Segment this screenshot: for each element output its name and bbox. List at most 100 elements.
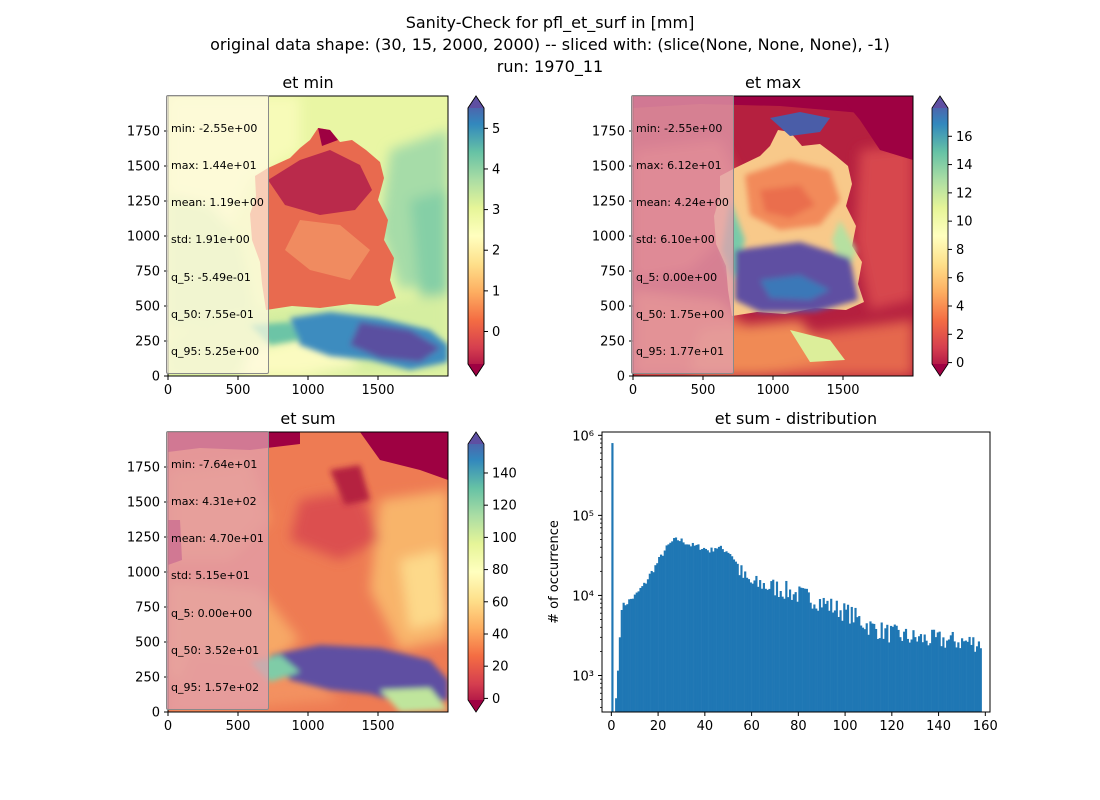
panel-title: et sum [280, 409, 335, 428]
histogram-bar [659, 554, 663, 712]
histogram-bar [678, 541, 681, 712]
histogram-bar [796, 601, 799, 712]
histogram-bar [764, 588, 767, 712]
histogram-bar [624, 605, 627, 712]
stat-line: mean: 4.70e+01 [171, 532, 264, 546]
histogram-bar [753, 580, 756, 712]
histogram-bar [779, 590, 782, 712]
stat-line: q_50: 1.75e+00 [636, 307, 725, 321]
histogram-bar [699, 549, 702, 712]
stat-line: std: 1.91e+00 [171, 233, 250, 247]
x-tick-label: 500 [691, 383, 716, 398]
stat-line: q_95: 1.77e+01 [636, 345, 725, 359]
stats-box-et-min: min: -2.55e+00 max: 1.44e+01 mean: 1.19e… [166, 95, 269, 374]
histogram-bar [880, 622, 883, 712]
histogram-bar [643, 582, 646, 712]
histogram-bar [772, 579, 775, 712]
figure-subtitle: original data shape: (30, 15, 2000, 2000… [210, 35, 890, 54]
histogram-bar [648, 573, 651, 712]
histogram-bar [979, 648, 982, 712]
histogram-bar [747, 579, 751, 712]
histogram-bar [630, 598, 633, 712]
x-axis: 0 500 1000 1500 [164, 376, 395, 398]
histogram-bars [611, 443, 982, 712]
histogram-bar [863, 629, 866, 712]
stat-line: q_95: 5.25e+00 [171, 345, 260, 359]
histogram-bar [811, 608, 814, 712]
histogram-bar [682, 542, 685, 712]
histogram-bar [809, 602, 812, 712]
histogram-bar [803, 588, 807, 712]
y-tick-label: 0 [152, 370, 160, 385]
histogram-bar [951, 631, 954, 712]
histogram-bar [970, 644, 973, 712]
histogram-bar [858, 616, 861, 712]
histogram-bar [697, 544, 700, 712]
histogram-bar [869, 621, 872, 712]
histogram-bar [884, 628, 887, 712]
histogram-bar [760, 588, 764, 712]
histogram-bar [860, 625, 863, 712]
histogram-bar [616, 670, 620, 712]
histogram-bar [947, 639, 951, 712]
histogram-bar [865, 623, 868, 712]
histogram-bar [897, 629, 900, 712]
y-tick-label: 1750 [127, 461, 160, 476]
histogram-bar [882, 638, 885, 712]
histogram-bar [889, 625, 893, 712]
histogram-bar [946, 640, 949, 712]
histogram-bar [876, 639, 880, 712]
histogram-bar [914, 637, 917, 712]
colorbar-tick-label: 6 [956, 271, 964, 286]
histogram-bar [669, 542, 672, 712]
colorbar-tick-label: 140 [492, 466, 517, 481]
x-tick-label: 1500 [361, 719, 394, 734]
histogram-bar [628, 599, 631, 712]
histogram-bar [757, 586, 760, 712]
histogram-bar [975, 646, 979, 712]
histogram-bar [873, 623, 876, 712]
colorbar-tick-label: 120 [492, 499, 517, 514]
histogram-bar [955, 647, 958, 712]
histogram-bar [684, 544, 687, 712]
histogram-bar [775, 581, 779, 712]
histogram-bar [927, 645, 930, 712]
histogram-bar [815, 608, 818, 712]
histogram-bar [906, 638, 909, 712]
histogram-bar [704, 548, 708, 712]
colorbar-tick-label: 40 [492, 627, 509, 642]
histogram-bar [729, 554, 732, 712]
stats-box-et-sum: min: -7.64e+01 max: 4.31e+02 mean: 4.70e… [166, 431, 269, 710]
histogram-bar [912, 630, 915, 712]
histogram-bar [674, 537, 678, 712]
x-tick-label: 20 [650, 719, 667, 734]
y-tick-label: 1000 [127, 566, 160, 581]
histogram-bar [688, 544, 691, 712]
histogram-bar [878, 638, 881, 712]
y-axis: 0 250 500 750 1000 1250 1500 1750 [127, 461, 168, 721]
histogram-bar [903, 631, 906, 712]
histogram-bar [745, 577, 749, 712]
stat-line: max: 4.31e+02 [171, 495, 257, 509]
histogram-bar [631, 598, 635, 712]
histogram-bar [854, 607, 857, 712]
stat-line: min: -2.55e+00 [171, 121, 258, 135]
histogram-bar [972, 637, 975, 712]
histogram-bar [650, 570, 653, 712]
histogram-bar [656, 563, 659, 712]
stat-line: min: -7.64e+01 [171, 457, 258, 471]
histogram-bar [802, 588, 805, 712]
histogram-bar [843, 603, 846, 712]
colorbar-tick-label: 16 [956, 130, 973, 145]
histogram-bar [652, 572, 655, 712]
colorbar-tick-label: 3 [492, 203, 500, 218]
histogram-bar [661, 555, 665, 712]
figure-title: Sanity-Check for pfl_et_surf in [mm] [405, 13, 695, 32]
plot-frame [601, 431, 991, 713]
panel-title: et sum - distribution [715, 409, 877, 428]
histogram-bar [641, 586, 644, 712]
colorbar-tick-label: 5 [492, 122, 500, 137]
y-tick-label: 10³ [572, 669, 594, 684]
colorbar-tick-label: 2 [492, 244, 500, 259]
histogram-bar [942, 637, 945, 712]
